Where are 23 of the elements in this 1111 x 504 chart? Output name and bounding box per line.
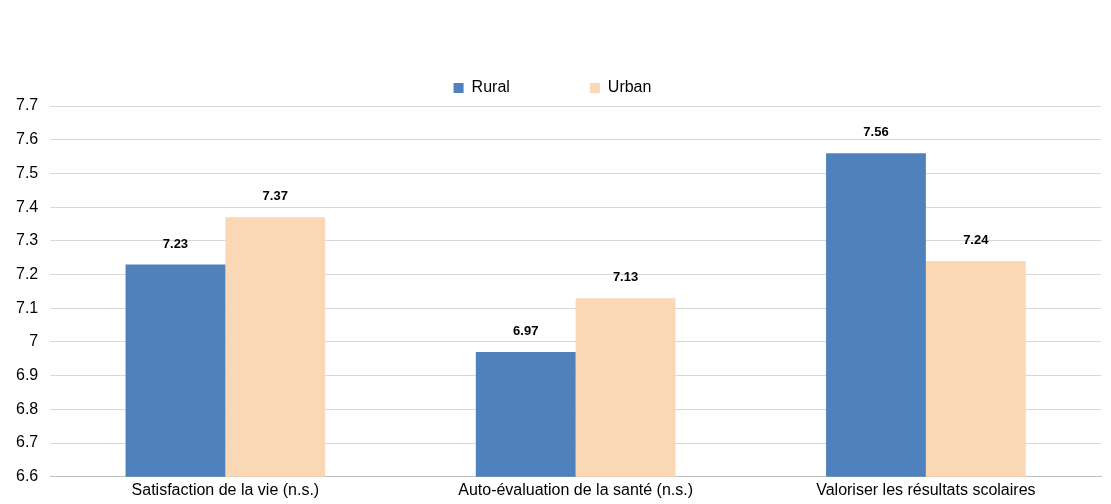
y-tick-label: 7.1 xyxy=(15,298,39,316)
data-label: 7.24 xyxy=(963,232,990,248)
data-label: 7.23 xyxy=(162,235,189,251)
data-label: 6.97 xyxy=(513,323,539,339)
y-tick-label: 6.8 xyxy=(15,399,39,417)
data-label: 7.56 xyxy=(863,124,889,140)
data-label: 7.37 xyxy=(262,188,288,204)
y-tick-label: 7.4 xyxy=(15,197,39,215)
y-tick-label: 7.3 xyxy=(15,231,39,249)
y-tick-label: 7.7 xyxy=(15,96,39,114)
y-tick-label: 6.6 xyxy=(15,467,39,485)
legend-label: Rural xyxy=(471,78,510,96)
legend-label: Urban xyxy=(607,78,652,96)
x-tick-label: Satisfaction de la vie (n.s.) xyxy=(131,480,320,498)
x-tick-label: Auto-évaluation de la santé (n.s.) xyxy=(458,480,694,498)
y-tick-label: 7.2 xyxy=(15,264,39,282)
y-tick-label: 7.5 xyxy=(15,163,39,181)
y-tick-label: 6.9 xyxy=(15,366,39,384)
y-tick-label: 7 xyxy=(29,332,39,350)
data-label: 7.13 xyxy=(612,269,639,285)
x-tick-label: Valoriser les résultats scolaires xyxy=(816,480,1036,498)
y-tick-label: 6.7 xyxy=(15,433,39,451)
y-tick-label: 7.6 xyxy=(15,130,39,148)
